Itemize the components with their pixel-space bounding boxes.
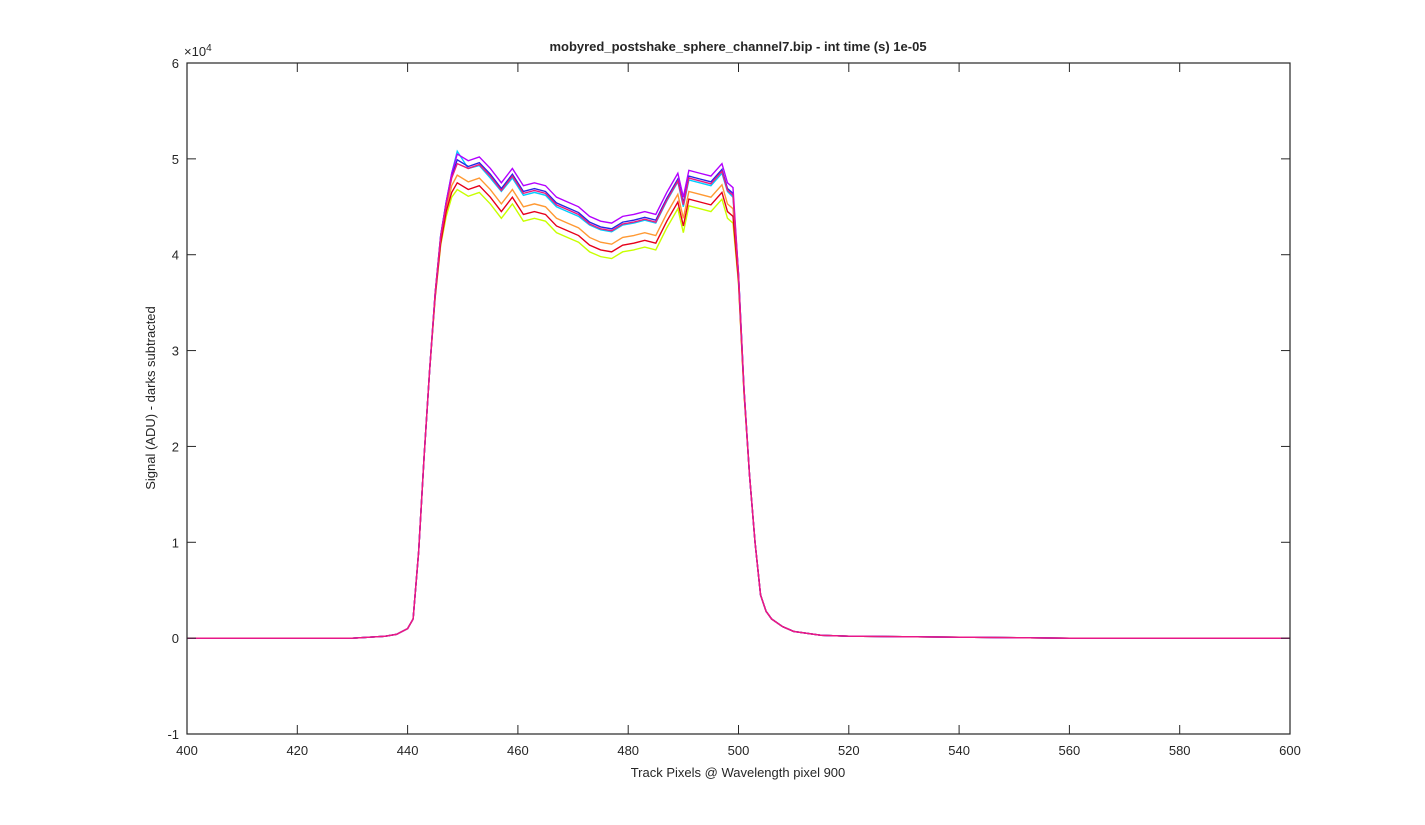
y-multiplier-base: ×10 [184, 44, 206, 59]
y-tick-label: 4 [172, 248, 179, 263]
x-axis-label: Track Pixels @ Wavelength pixel 900 [631, 765, 846, 780]
x-tick-label: 540 [948, 743, 970, 758]
y-tick-label: 2 [172, 439, 179, 454]
x-tick-label: 440 [397, 743, 419, 758]
chart-title: mobyred_postshake_sphere_channel7.bip - … [549, 39, 926, 54]
x-tick-label: 420 [286, 743, 308, 758]
y-tick-label: 0 [172, 631, 179, 646]
x-tick-label: 600 [1279, 743, 1301, 758]
x-tick-label: 500 [728, 743, 750, 758]
y-tick-label: 5 [172, 152, 179, 167]
plot-area [187, 63, 1290, 734]
y-multiplier-exponent: 4 [206, 43, 212, 54]
y-axis-label: Signal (ADU) - darks subtracted [143, 306, 158, 490]
series-line [187, 162, 1290, 639]
y-multiplier: ×104 [184, 43, 212, 59]
y-tick-label: 6 [172, 56, 179, 71]
x-tick-label: 460 [507, 743, 529, 758]
y-tick-label: -1 [167, 727, 179, 742]
x-tick-label: 580 [1169, 743, 1191, 758]
axes-box [186, 62, 1291, 735]
x-tick-label: 560 [1059, 743, 1081, 758]
y-tick-label: 1 [172, 535, 179, 550]
x-tick-label: 520 [838, 743, 860, 758]
x-tick-label: 400 [176, 743, 198, 758]
x-tick-label: 480 [617, 743, 639, 758]
y-tick-label: 3 [172, 344, 179, 359]
